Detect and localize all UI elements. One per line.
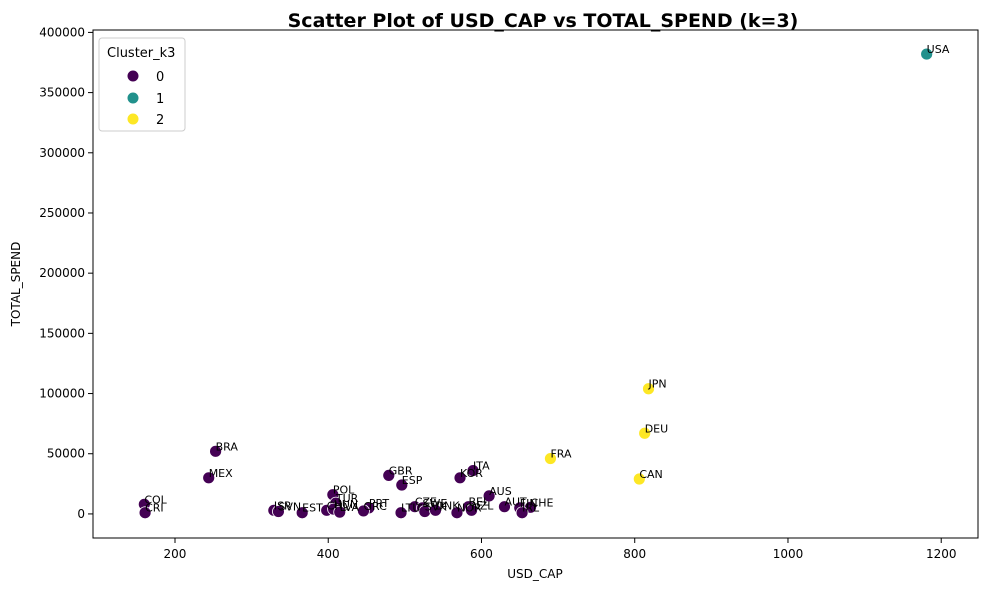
- point-label-col: COL: [144, 493, 167, 506]
- y-tick-label: 0: [77, 507, 85, 521]
- legend-label-1: 1: [156, 92, 164, 107]
- scatter-point-usa: [920, 47, 934, 61]
- y-tick-label: 150000: [39, 326, 85, 340]
- y-tick-label: 250000: [39, 206, 85, 220]
- point-label-isr: ISR: [274, 499, 292, 512]
- scatter-point-bra: [209, 444, 222, 458]
- scatter-point-kor: [453, 471, 467, 485]
- y-tick-label: 200000: [39, 266, 85, 280]
- y-tick-label: 400000: [39, 25, 85, 39]
- point-label-chl: CHL: [327, 499, 350, 512]
- scatter-point-grc: [357, 504, 370, 518]
- y-tick-label: 50000: [47, 447, 85, 461]
- point-label-ltu: LTU: [401, 502, 420, 515]
- point-label-can: CAN: [639, 468, 662, 481]
- scatter-point-fra: [544, 452, 557, 465]
- x-tick-label: 400: [317, 547, 340, 561]
- scatter-point-aut: [498, 500, 511, 514]
- scatter-point-ltu: [394, 506, 408, 520]
- point-label-fra: FRA: [550, 448, 572, 461]
- scatter-point-deu: [638, 426, 652, 440]
- x-tick-label: 1200: [926, 547, 957, 561]
- point-label-usa: USA: [927, 43, 950, 56]
- legend-box: [98, 37, 186, 132]
- point-label-aus: AUS: [489, 485, 512, 498]
- legend-marker-1: [126, 91, 140, 105]
- point-label-deu: DEU: [645, 422, 668, 435]
- point-label-aut: AUT: [504, 496, 527, 509]
- x-tick-label: 600: [470, 547, 493, 561]
- point-label-cri: CRI: [145, 502, 164, 515]
- scatter-point-mex: [202, 471, 216, 485]
- point-label-hun: HUN: [334, 498, 359, 511]
- legend-label-0: 0: [156, 70, 164, 85]
- y-tick-label: 300000: [39, 146, 85, 160]
- point-label-irl: IRL: [522, 502, 540, 515]
- point-label-nor: NOR: [457, 502, 482, 515]
- point-label-grc: GRC: [363, 500, 387, 513]
- point-label-svn: SVN: [278, 501, 301, 514]
- x-axis-label: USD_CAP: [507, 567, 562, 581]
- point-label-gbr: GBR: [389, 464, 413, 477]
- scatter-point-nor: [450, 506, 464, 520]
- legend-marker-2: [126, 112, 140, 126]
- scatter-point-can: [632, 472, 646, 486]
- legend: Cluster_k3 0 1 2: [98, 37, 186, 132]
- point-label-cze: CZE: [415, 496, 437, 509]
- scatter-point-lva: [333, 505, 347, 519]
- x-tick-label: 200: [164, 547, 187, 561]
- scatter-point-gbr: [382, 469, 396, 482]
- scatter-point-jpn: [642, 382, 655, 396]
- scatter-point-nzl: [465, 503, 478, 517]
- scatter-point-ita: [466, 464, 480, 477]
- point-label-swe: SWE: [422, 497, 447, 510]
- y-tick-label: 350000: [39, 86, 85, 100]
- point-label-est: EST: [302, 502, 323, 515]
- point-label-svk: SVK: [425, 501, 448, 514]
- point-label-bel: BEL: [468, 496, 489, 509]
- point-label-che: CHE: [531, 496, 554, 509]
- scatter-point-irl: [515, 506, 529, 520]
- point-label-fin: FIN: [520, 497, 538, 510]
- scatter-point-svn: [272, 505, 285, 518]
- y-axis-label: TOTAL_SPEND: [9, 242, 23, 328]
- point-label-lva: LVA: [340, 501, 360, 514]
- point-label-esp: ESP: [402, 474, 423, 487]
- point-label-bra: BRA: [216, 440, 239, 453]
- scatter-point-dnk: [429, 503, 442, 517]
- scatter-point-aus: [482, 489, 496, 503]
- y-tick-label: 100000: [39, 387, 85, 401]
- point-label-pol: POL: [333, 484, 355, 497]
- point-label-mex: MEX: [209, 467, 233, 480]
- point-label-nzl: NZL: [472, 499, 495, 512]
- legend-label-2: 2: [156, 113, 164, 128]
- point-label-dnk: DNK: [436, 499, 461, 512]
- scatter-point-cri: [138, 506, 152, 520]
- scatter-point-est: [295, 506, 309, 520]
- x-tick-label: 1000: [773, 547, 804, 561]
- point-label-tur: TUR: [335, 492, 359, 505]
- plot-area-frame: [92, 29, 979, 539]
- legend-marker-0: [126, 69, 140, 83]
- point-label-kor: KOR: [460, 467, 483, 480]
- legend-title: Cluster_k3: [107, 46, 175, 61]
- point-label-prt: PRT: [369, 497, 389, 510]
- scatter-point-esp: [395, 478, 409, 492]
- chart-title: Scatter Plot of USD_CAP vs TOTAL_SPEND (…: [288, 10, 799, 32]
- point-label-jpn: JPN: [648, 378, 667, 391]
- x-tick-label: 800: [623, 547, 646, 561]
- point-label-ita: ITA: [473, 460, 490, 473]
